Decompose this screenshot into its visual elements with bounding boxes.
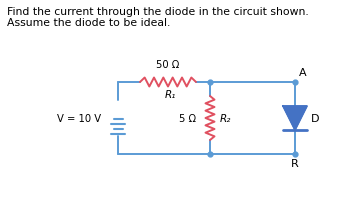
Text: V = 10 V: V = 10 V	[57, 114, 101, 123]
Text: Assume the diode to be ideal.: Assume the diode to be ideal.	[7, 18, 170, 28]
Polygon shape	[283, 106, 307, 130]
Text: R₁: R₁	[164, 89, 176, 100]
Text: Find the current through the diode in the circuit shown.: Find the current through the diode in th…	[7, 7, 309, 17]
Text: D: D	[311, 114, 320, 123]
Text: 50 Ω: 50 Ω	[156, 60, 180, 70]
Text: 5 Ω: 5 Ω	[179, 114, 196, 123]
Text: A: A	[299, 68, 307, 78]
Text: R₂: R₂	[220, 114, 231, 123]
Text: R: R	[291, 158, 299, 168]
